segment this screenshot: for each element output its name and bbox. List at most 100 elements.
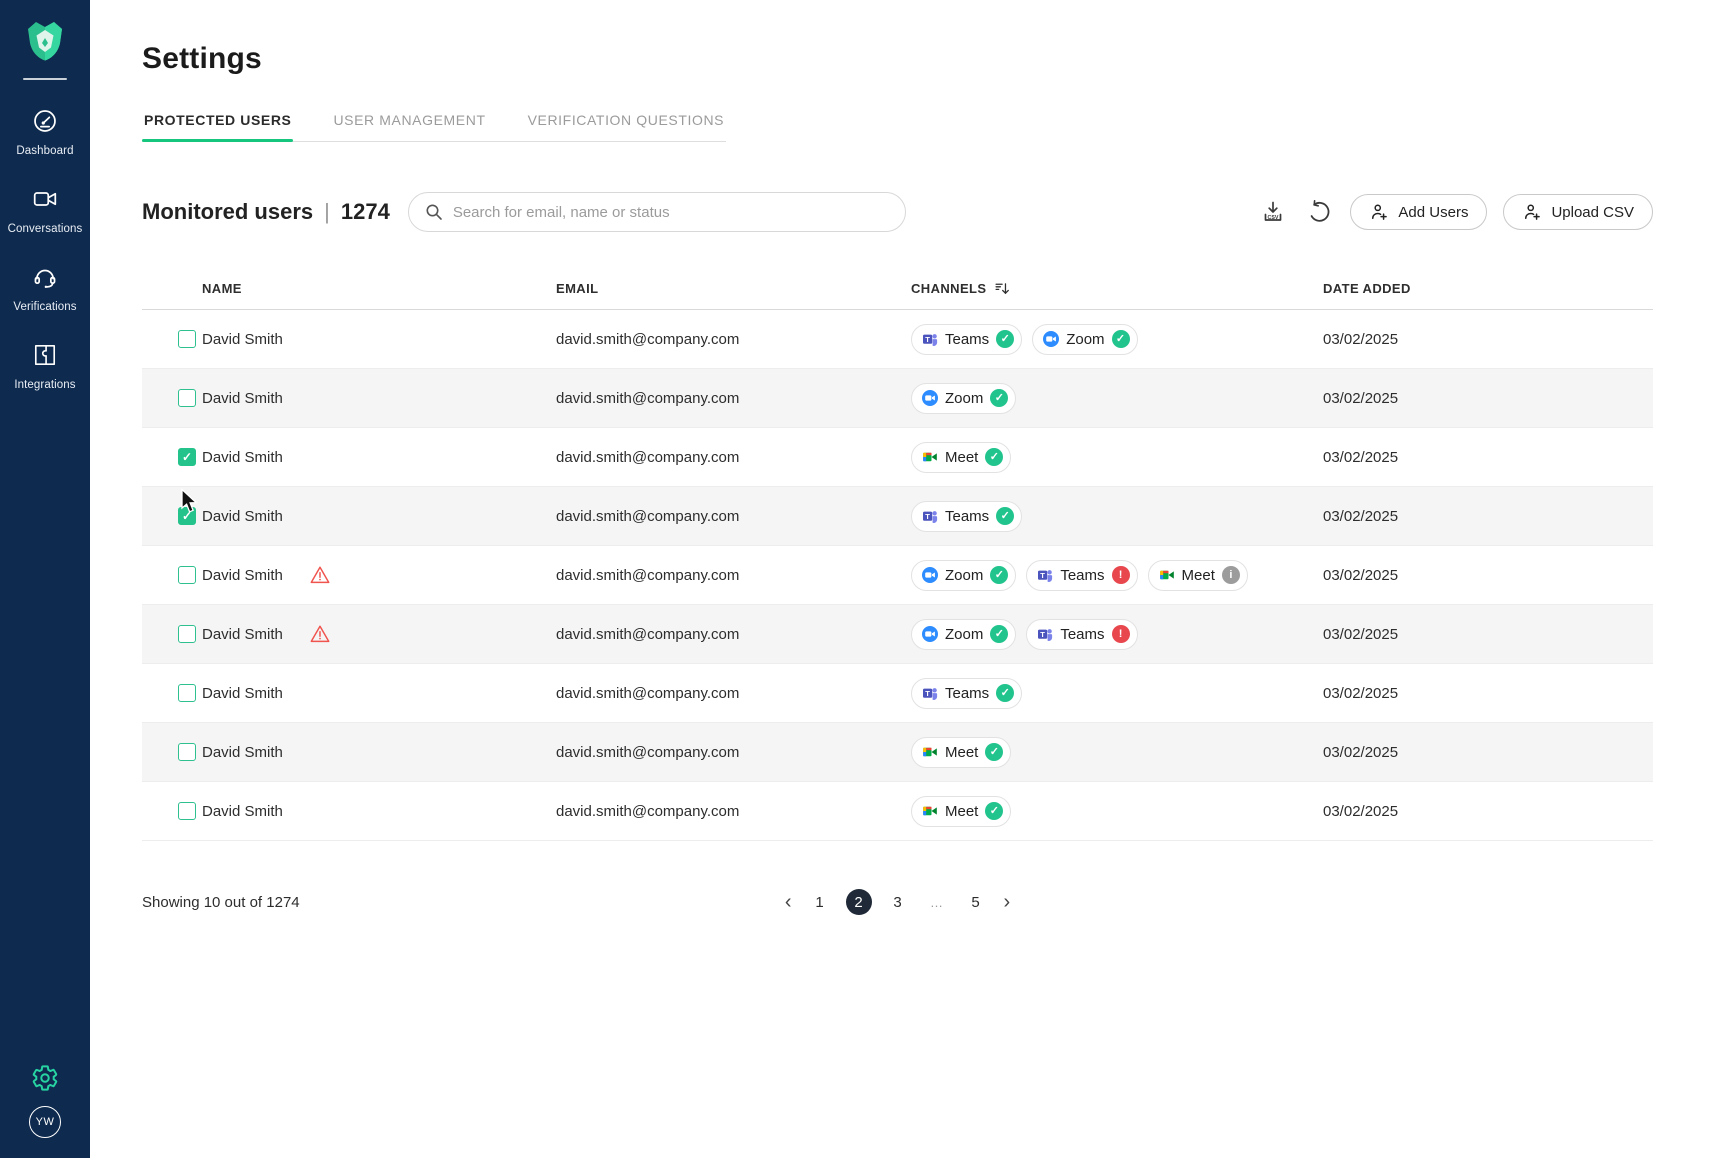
table-footer: Showing 10 out of 1274 ‹ 1 2 3 … 5 › bbox=[142, 889, 1653, 915]
meet-icon bbox=[922, 803, 938, 819]
status-badge-ok: ✓ bbox=[985, 802, 1004, 820]
add-users-button[interactable]: Add Users bbox=[1350, 194, 1488, 230]
status-badge-error: ! bbox=[1111, 566, 1130, 584]
column-header-channels[interactable]: CHANNELS bbox=[911, 280, 1323, 297]
search-input-wrapper bbox=[407, 192, 906, 232]
user-name: David Smith bbox=[202, 389, 283, 407]
refresh-button[interactable] bbox=[1304, 197, 1334, 227]
table-row: ✓ David Smith david.smith@company.com Meet ✓… bbox=[142, 428, 1653, 487]
status-badge-ok: ✓ bbox=[1111, 330, 1130, 348]
conversations-icon bbox=[32, 186, 58, 217]
sidebar-item-label: Integrations bbox=[14, 379, 76, 391]
user-email: david.smith@company.com bbox=[556, 684, 740, 702]
channels-cell: Meet ✓ bbox=[911, 736, 1323, 768]
status-badge-ok: ✓ bbox=[990, 625, 1009, 643]
row-checkbox[interactable] bbox=[178, 389, 196, 407]
sidebar-item-label: Conversations bbox=[7, 223, 83, 235]
page-title: Settings bbox=[142, 42, 262, 75]
sidebar-item-dashboard[interactable]: Dashboard bbox=[0, 108, 90, 157]
user-name: David Smith bbox=[202, 566, 283, 584]
row-checkbox[interactable] bbox=[178, 743, 196, 761]
row-checkbox[interactable] bbox=[178, 566, 196, 584]
date-added: 03/02/2025 bbox=[1323, 625, 1399, 643]
channel-label: Meet bbox=[945, 448, 979, 466]
pagination-page-2[interactable]: 2 bbox=[845, 889, 872, 915]
table-row: David Smith david.smith@company.com Meet ✓ 0… bbox=[142, 782, 1653, 841]
row-checkbox[interactable] bbox=[178, 802, 196, 820]
tab-protected-users[interactable]: PROTECTED USERS bbox=[142, 112, 294, 142]
channels-cell: Zoom ✓ bbox=[911, 382, 1323, 414]
pagination-page-3[interactable]: 3 bbox=[885, 889, 911, 915]
user-name: David Smith bbox=[202, 743, 283, 761]
teams-icon: T bbox=[1037, 567, 1053, 583]
meet-icon bbox=[1159, 567, 1175, 583]
row-checkbox[interactable] bbox=[178, 625, 196, 643]
table-header-row: NAME EMAIL CHANNELS DATE ADDED bbox=[142, 268, 1653, 310]
main-content: Settings PROTECTED USERS USER MANAGEMENT V… bbox=[90, 0, 1728, 1158]
pagination-next[interactable]: › bbox=[1003, 891, 1011, 913]
pagination-page-1[interactable]: 1 bbox=[807, 889, 833, 915]
search-icon bbox=[426, 204, 442, 220]
user-name: David Smith bbox=[202, 684, 283, 702]
tab-user-management[interactable]: USER MANAGEMENT bbox=[333, 112, 486, 128]
date-added: 03/02/2025 bbox=[1323, 802, 1399, 820]
pagination-page-5[interactable]: 5 bbox=[963, 889, 989, 915]
svg-text:T: T bbox=[925, 689, 930, 698]
sidebar-item-verifications[interactable]: Verifications bbox=[0, 264, 90, 313]
settings-gear-icon[interactable] bbox=[31, 1064, 59, 1092]
user-email: david.smith@company.com bbox=[556, 625, 740, 643]
download-csv-button[interactable]: CSV bbox=[1258, 197, 1288, 227]
status-badge-ok: ✓ bbox=[996, 684, 1015, 702]
channels-cell: Meet ✓ bbox=[911, 441, 1323, 473]
zoom-icon bbox=[922, 390, 938, 406]
upload-csv-label: Upload CSV bbox=[1551, 203, 1634, 221]
search-input[interactable] bbox=[407, 192, 906, 232]
teams-icon: T bbox=[922, 331, 938, 347]
row-checkbox[interactable] bbox=[178, 684, 196, 702]
channel-chip-zoom: Zoom ✓ bbox=[911, 382, 1017, 414]
date-added: 03/02/2025 bbox=[1323, 330, 1399, 348]
status-badge-ok: ✓ bbox=[985, 743, 1004, 761]
tab-verification-questions[interactable]: VERIFICATION QUESTIONS bbox=[527, 112, 725, 128]
results-summary: Showing 10 out of 1274 bbox=[142, 893, 300, 911]
channel-label: Zoom bbox=[945, 389, 984, 407]
user-avatar[interactable]: YW bbox=[29, 1106, 61, 1138]
channel-label: Zoom bbox=[945, 625, 984, 643]
channels-cell: T Teams ✓ bbox=[911, 500, 1323, 532]
user-name: David Smith bbox=[202, 802, 283, 820]
warning-icon bbox=[309, 623, 331, 645]
sidebar-item-conversations[interactable]: Conversations bbox=[0, 186, 90, 235]
channel-label: Meet bbox=[1181, 566, 1215, 584]
date-added: 03/02/2025 bbox=[1323, 507, 1399, 525]
sidebar-item-integrations[interactable]: Integrations bbox=[0, 342, 90, 391]
row-checkbox[interactable] bbox=[178, 330, 196, 348]
integrations-icon bbox=[32, 342, 58, 373]
table-body: David Smith david.smith@company.com T Teams… bbox=[142, 310, 1653, 841]
upload-csv-button[interactable]: Upload CSV bbox=[1503, 194, 1653, 230]
row-checkbox[interactable]: ✓ bbox=[178, 507, 196, 525]
svg-text:CSV: CSV bbox=[1268, 215, 1279, 221]
warning-icon bbox=[309, 564, 331, 586]
svg-text:T: T bbox=[1041, 630, 1046, 639]
add-users-label: Add Users bbox=[1398, 203, 1469, 221]
date-added: 03/02/2025 bbox=[1323, 566, 1399, 584]
table-row: David Smith david.smith@company.com Meet ✓ 0… bbox=[142, 723, 1653, 782]
pagination-prev[interactable]: ‹ bbox=[784, 891, 792, 913]
channels-cell: Zoom ✓ T Teams! Meet i bbox=[911, 559, 1323, 591]
user-email: david.smith@company.com bbox=[556, 802, 740, 820]
channel-chip-meet: Meet i bbox=[1147, 559, 1248, 591]
channel-label: Teams bbox=[1060, 566, 1105, 584]
zoom-icon bbox=[1043, 331, 1060, 347]
teams-icon: T bbox=[922, 508, 938, 524]
channel-label: Teams bbox=[1060, 625, 1105, 643]
user-email: david.smith@company.com bbox=[556, 743, 740, 761]
toolbar: Monitored users | 1274 CSV bbox=[142, 192, 1653, 232]
table-row: ✓ David Smith david.smith@company.com T Team… bbox=[142, 487, 1653, 546]
date-added: 03/02/2025 bbox=[1323, 389, 1399, 407]
user-email: david.smith@company.com bbox=[556, 507, 740, 525]
teams-icon: T bbox=[1037, 626, 1053, 642]
channel-chip-zoom: Zoom ✓ bbox=[911, 559, 1017, 591]
settings-tabs: PROTECTED USERS USER MANAGEMENT VERIFICATI… bbox=[142, 112, 727, 142]
row-checkbox[interactable]: ✓ bbox=[178, 448, 196, 466]
pagination-ellipsis: … bbox=[924, 889, 950, 915]
